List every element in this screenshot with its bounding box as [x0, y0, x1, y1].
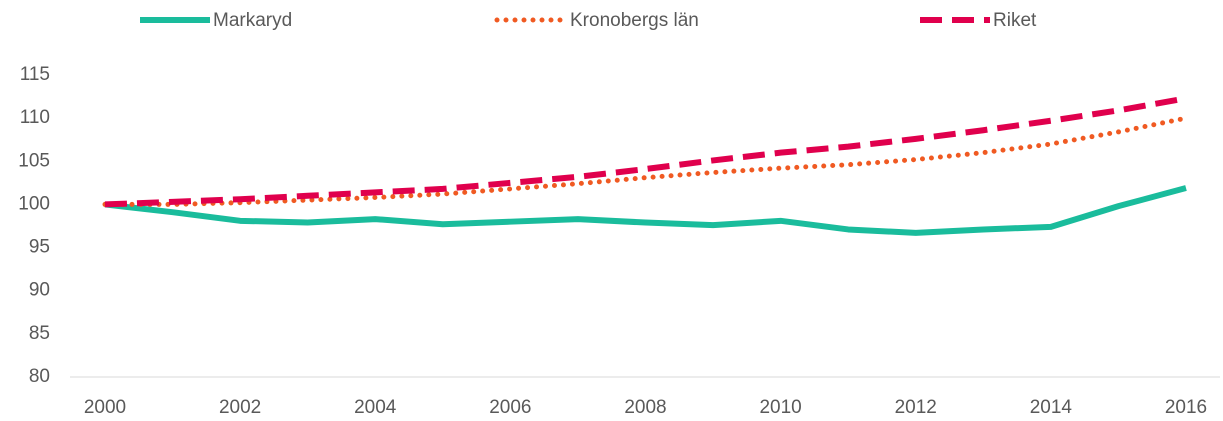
x-tick-label: 2002 — [219, 397, 261, 418]
legend-label: Riket — [993, 10, 1037, 31]
y-tick-label: 90 — [29, 280, 50, 301]
x-tick-label: 2012 — [895, 397, 937, 418]
x-tick-label: 2006 — [489, 397, 531, 418]
y-tick-label: 95 — [29, 237, 50, 258]
y-tick-label: 80 — [29, 366, 50, 387]
y-tick-label: 85 — [29, 323, 50, 344]
series-line — [104, 185, 1187, 236]
x-tick-label: 2004 — [354, 397, 397, 418]
y-tick-label: 110 — [20, 107, 50, 128]
y-tick-label: 115 — [20, 64, 50, 85]
x-tick-label: 2016 — [1165, 397, 1207, 418]
series-line — [102, 115, 1189, 207]
x-tick-label: 2008 — [624, 397, 666, 418]
y-tick-label: 100 — [18, 193, 50, 214]
series-line — [104, 95, 1187, 208]
x-tick-label: 2000 — [84, 397, 126, 418]
legend-label: Markaryd — [213, 10, 292, 31]
legend-label: Kronobergs län — [570, 10, 699, 31]
x-tick-label: 2014 — [1030, 397, 1073, 418]
y-tick-label: 105 — [18, 150, 50, 171]
x-tick-label: 2010 — [759, 397, 801, 418]
